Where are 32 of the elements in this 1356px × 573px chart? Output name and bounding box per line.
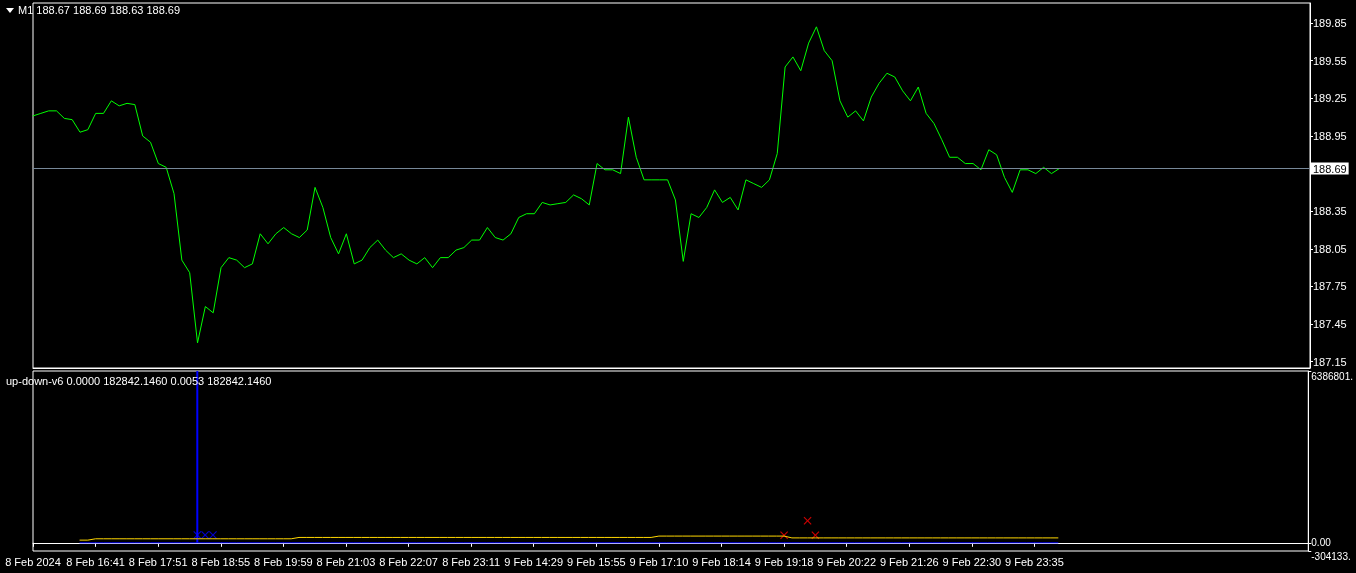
chart-title: M1 188.67 188.69 188.63 188.69 <box>18 3 181 16</box>
y-tick-label: 189.55 <box>1313 54 1347 67</box>
x-tick-label: 8 Feb 17:51 <box>128 555 188 568</box>
y-tick-label: 6386801. <box>1311 370 1354 382</box>
y-tick-label: -304133. <box>1311 550 1351 562</box>
y-tick-label: 189.85 <box>1313 17 1347 30</box>
x-tick-label: 8 Feb 16:41 <box>66 555 125 568</box>
line-series <box>32 26 1060 344</box>
y-tick-label: 187.15 <box>1313 355 1347 368</box>
x-tick-label: 9 Feb 19:18 <box>754 555 814 568</box>
x-tick-label: 8 Feb 18:55 <box>191 555 251 568</box>
x-tick-label: 8 Feb 22:07 <box>379 555 438 568</box>
ref-line-label: 188.69 <box>1313 162 1347 175</box>
x-tick-label: 9 Feb 23:35 <box>1005 555 1064 568</box>
x-tick-label: 8 Feb 21:03 <box>316 555 376 568</box>
y-tick-label: 188.05 <box>1313 242 1347 255</box>
y-tick-label: 188.95 <box>1313 129 1347 142</box>
x-tick-label: 9 Feb 18:14 <box>692 555 751 568</box>
x-tick-label: 8 Feb 19:59 <box>254 555 313 568</box>
x-tick-label: 9 Feb 17:10 <box>629 555 689 568</box>
y-tick-label: 187.45 <box>1313 318 1347 331</box>
y-tick-label: 187.75 <box>1313 280 1347 293</box>
y-tick-label: 0.00 <box>1311 537 1332 549</box>
x-tick-label: 9 Feb 22:30 <box>942 555 1002 568</box>
x-tick-label: 8 Feb 2024 <box>5 555 61 568</box>
x-tick-label: 9 Feb 14:29 <box>504 555 564 568</box>
x-tick-label: 9 Feb 15:55 <box>566 555 626 568</box>
x-tick-label: 9 Feb 20:22 <box>817 555 877 568</box>
x-tick-label: 9 Feb 21:26 <box>879 555 939 568</box>
y-tick-label: 189.25 <box>1313 92 1347 105</box>
y-tick-label: 188.35 <box>1313 205 1347 218</box>
x-tick-label: 8 Feb 23:11 <box>442 555 501 568</box>
